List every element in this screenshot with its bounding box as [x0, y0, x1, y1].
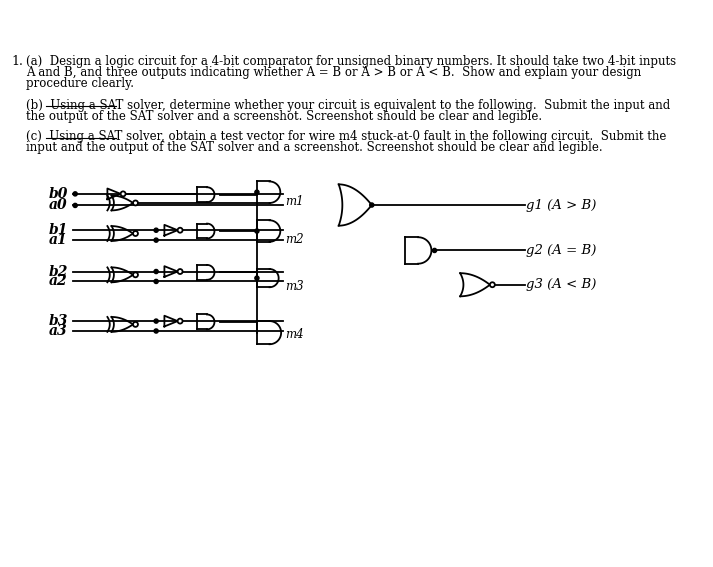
Text: (c)  Using a SAT solver, obtain a test vector for wire m4 stuck-at-0 fault in th: (c) Using a SAT solver, obtain a test ve…	[26, 130, 667, 143]
Circle shape	[154, 228, 158, 232]
Text: g3 (A < B): g3 (A < B)	[526, 278, 597, 291]
Text: m2: m2	[285, 232, 304, 246]
Circle shape	[255, 190, 259, 194]
Circle shape	[154, 238, 158, 242]
Circle shape	[490, 282, 495, 287]
Text: g1 (A > B): g1 (A > B)	[526, 198, 597, 211]
Circle shape	[133, 272, 138, 277]
Circle shape	[178, 319, 183, 324]
Circle shape	[154, 329, 158, 333]
Circle shape	[255, 276, 259, 280]
Text: (b)  Using a SAT solver, determine whether your circuit is equivalent to the fol: (b) Using a SAT solver, determine whethe…	[26, 99, 671, 112]
Circle shape	[178, 228, 183, 232]
Circle shape	[178, 269, 183, 274]
Text: b0: b0	[48, 187, 68, 201]
Text: b2: b2	[48, 265, 68, 278]
Text: m4: m4	[285, 328, 304, 341]
Text: m3: m3	[285, 280, 304, 293]
Circle shape	[133, 231, 138, 236]
Text: a3: a3	[49, 324, 68, 338]
Circle shape	[133, 201, 138, 205]
Text: input and the output of the SAT solver and a screenshot. Screenshot should be cl: input and the output of the SAT solver a…	[26, 141, 603, 154]
Text: (a)  Design a logic circuit for a 4-bit comparator for unsigned binary numbers. : (a) Design a logic circuit for a 4-bit c…	[26, 55, 677, 68]
Text: a2: a2	[49, 274, 68, 289]
Text: A and B, and three outputs indicating whether A = B or A > B or A < B.  Show and: A and B, and three outputs indicating wh…	[26, 66, 642, 79]
Circle shape	[370, 203, 374, 207]
Text: b3: b3	[48, 314, 68, 328]
Text: procedure clearly.: procedure clearly.	[26, 77, 135, 90]
Circle shape	[73, 192, 77, 196]
Circle shape	[73, 204, 77, 208]
Circle shape	[433, 248, 436, 252]
Circle shape	[133, 322, 138, 327]
Circle shape	[120, 192, 125, 196]
Text: m1: m1	[285, 194, 304, 208]
Text: a0: a0	[49, 198, 68, 213]
Circle shape	[154, 269, 158, 274]
Text: the output of the SAT solver and a screenshot. Screenshot should be clear and le: the output of the SAT solver and a scree…	[26, 110, 543, 122]
Circle shape	[154, 280, 158, 284]
Text: 1.: 1.	[11, 55, 24, 68]
Text: a1: a1	[49, 233, 68, 247]
Text: g2 (A = B): g2 (A = B)	[526, 244, 597, 257]
Circle shape	[255, 229, 259, 233]
Text: b1: b1	[48, 223, 68, 237]
Circle shape	[154, 319, 158, 323]
